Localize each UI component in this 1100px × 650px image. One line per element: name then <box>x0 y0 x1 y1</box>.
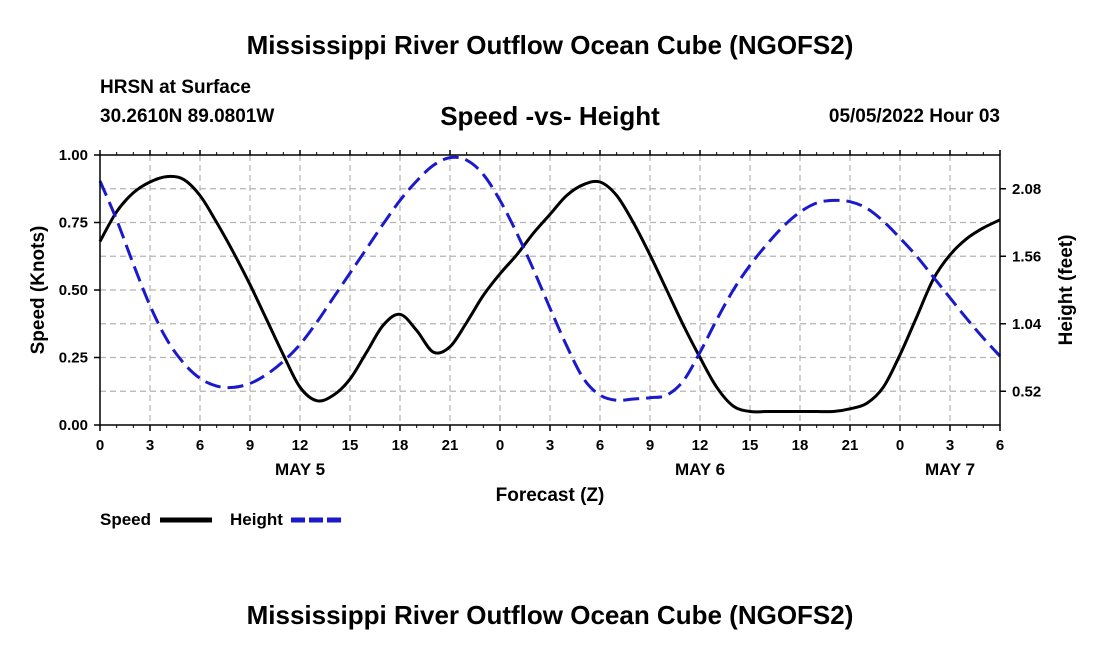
date-label: MAY 6 <box>675 460 725 479</box>
x-tick-label: 0 <box>896 437 904 454</box>
x-tick-label: 9 <box>246 437 254 454</box>
x-tick-label: 21 <box>442 437 459 454</box>
y-tick-label: 1.00 <box>59 147 88 164</box>
x-tick-label: 3 <box>546 437 554 454</box>
x-tick-label: 9 <box>646 437 654 454</box>
date-label: MAY 7 <box>925 460 975 479</box>
series-layer <box>98 155 1002 414</box>
y2-tick-label: 1.04 <box>1012 316 1042 333</box>
x-tick-label: 0 <box>496 437 504 454</box>
date-labels: MAY 5 MAY 6 MAY 7 <box>275 460 975 479</box>
y-tick-label: 0.75 <box>59 215 88 232</box>
x-tick-label: 15 <box>342 437 359 454</box>
footer-title: Mississippi River Outflow Ocean Cube (NG… <box>246 600 854 630</box>
y2-tick-label: 0.52 <box>1012 383 1041 400</box>
x-tick-label: 6 <box>596 437 604 454</box>
axis-ticks <box>94 150 1006 431</box>
y2-axis-label: Height (feet) <box>1056 235 1077 346</box>
forecast-datetime: 05/05/2022 Hour 03 <box>828 106 1000 127</box>
speed-series-line <box>98 174 1001 414</box>
x-tick-label: 0 <box>96 437 104 454</box>
legend: Speed Height <box>100 510 343 529</box>
y2-tick-label: 1.56 <box>1012 248 1041 265</box>
height-series-line <box>98 155 1002 402</box>
station-coordinates: 30.2610N 89.0801W <box>100 106 275 127</box>
y-tick-label: 0.00 <box>59 417 88 434</box>
y-axis-label: Speed (Knots) <box>28 226 49 355</box>
chart-subtitle: Speed -vs- Height <box>440 101 660 131</box>
x-tick-label: 15 <box>742 437 759 454</box>
x-tick-label: 3 <box>146 437 154 454</box>
date-label: MAY 5 <box>275 460 325 479</box>
x-tick-label: 21 <box>842 437 859 454</box>
legend-speed-label: Speed <box>100 510 151 529</box>
x-axis-label: Forecast (Z) <box>496 485 605 506</box>
x-tick-label: 12 <box>692 437 709 454</box>
y-tick-label: 0.25 <box>59 350 88 367</box>
y2-tick-label: 2.08 <box>1012 181 1041 198</box>
x-tick-label: 18 <box>792 437 809 454</box>
x-tick-label: 3 <box>946 437 954 454</box>
x-tick-label: 6 <box>996 437 1004 454</box>
x-tick-label: 18 <box>392 437 409 454</box>
y-tick-label: 0.50 <box>59 282 88 299</box>
grid-lines <box>100 155 1000 425</box>
legend-height-label: Height <box>230 510 283 529</box>
main-title: Mississippi River Outflow Ocean Cube (NG… <box>246 30 854 60</box>
x-tick-label: 6 <box>196 437 204 454</box>
station-label: HRSN at Surface <box>100 77 251 98</box>
x-tick-label: 12 <box>292 437 309 454</box>
axis-tick-labels: 0 3 6 9 12 15 18 21 0 3 6 9 12 15 18 21 0 3 6 0.00 0.25 0.50 0… <box>59 147 1042 454</box>
